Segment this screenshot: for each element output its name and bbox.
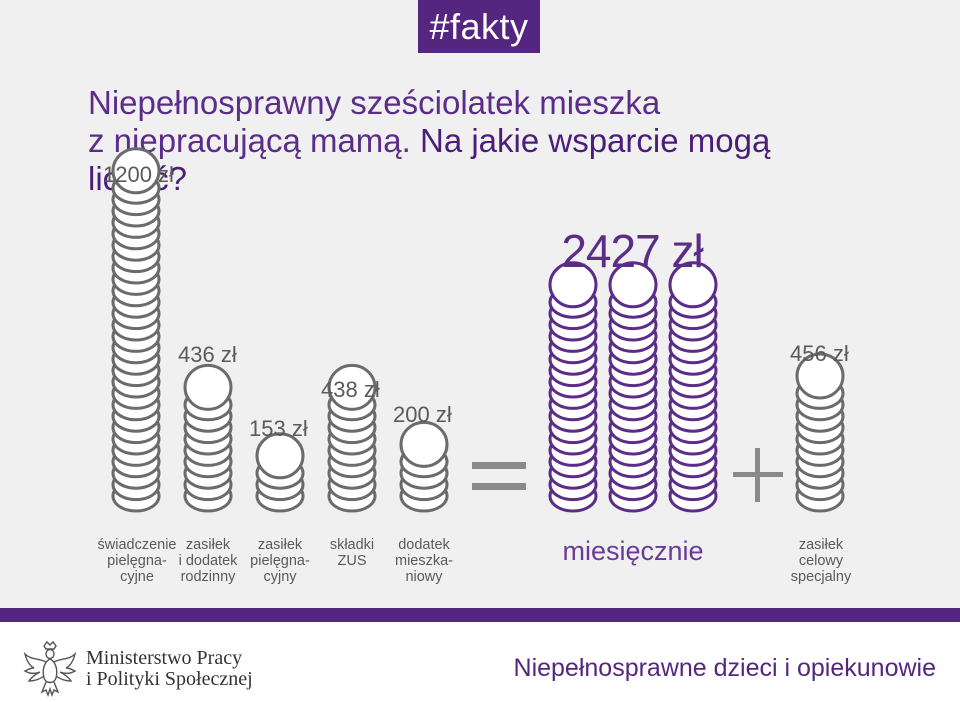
coin [399,420,449,468]
total-amount: 2427 zł [561,225,703,277]
total-coin-stack-2 [668,261,718,513]
total-coin-stack-1 [608,261,658,513]
coin-stack-4 [399,420,449,513]
coin [183,363,233,411]
amount-label-family-allowance: 436 zł [178,342,237,367]
coin [668,261,718,309]
caption-housing-allowance: dodatek mieszka- niowy [394,537,453,585]
coin [327,363,377,411]
coin-stacks-graphic [111,147,845,513]
coin [608,261,658,309]
coin-stack-2 [255,432,305,513]
polish-eagle-emblem-icon [23,640,77,698]
coin-stack-extra [795,352,845,513]
coin-stack-0 [111,147,161,513]
coin [255,432,305,480]
equals-sign-icon [472,456,526,496]
caption-zus-contributions: składki ZUS [329,537,375,569]
amount-label-care-benefit: 1200 zł [103,162,174,187]
total-caption: miesięcznie [562,536,704,566]
coin [795,352,845,400]
headline-line-1: Niepełnosprawny sześciolatek mieszka [88,84,661,121]
coin-stack-3 [327,363,377,513]
total-coin-stack-0 [548,261,598,513]
coin [548,261,598,309]
amount-label-special-allowance: 456 zł [790,341,849,366]
caption-care-benefit: świadczenie pielęgna- cyjne [97,537,177,585]
caption-care-allowance: zasiłek pielęgna- cyjny [250,537,310,585]
ministry-name-line-2: i Polityki Społecznej [86,668,253,690]
amount-label-housing-allowance: 200 zł [393,402,452,427]
headline: Niepełnosprawny sześciolatek mieszka z n… [88,84,788,198]
hashtag-badge: #fakty [418,0,540,53]
caption-special-allowance: zasiłek celowy specjalny [790,537,852,585]
coin-stack-1 [183,363,233,513]
footer-topic: Niepełnosprawne dzieci i opiekunowie [513,654,936,682]
footer-bar [0,622,960,702]
amount-label-care-allowance: 153 zł [249,416,308,441]
ministry-name-line-1: Ministerstwo Pracy [86,647,243,669]
ministry-name: Ministerstwo Pracy i Polityki Społecznej [86,648,253,690]
amount-label-zus-contributions: 438 zł [321,377,380,402]
plus-sign-icon [733,448,783,502]
coin [111,147,161,195]
purple-divider-band [0,608,960,622]
caption-family-allowance: zasiłek i dodatek rodzinny [178,537,238,585]
